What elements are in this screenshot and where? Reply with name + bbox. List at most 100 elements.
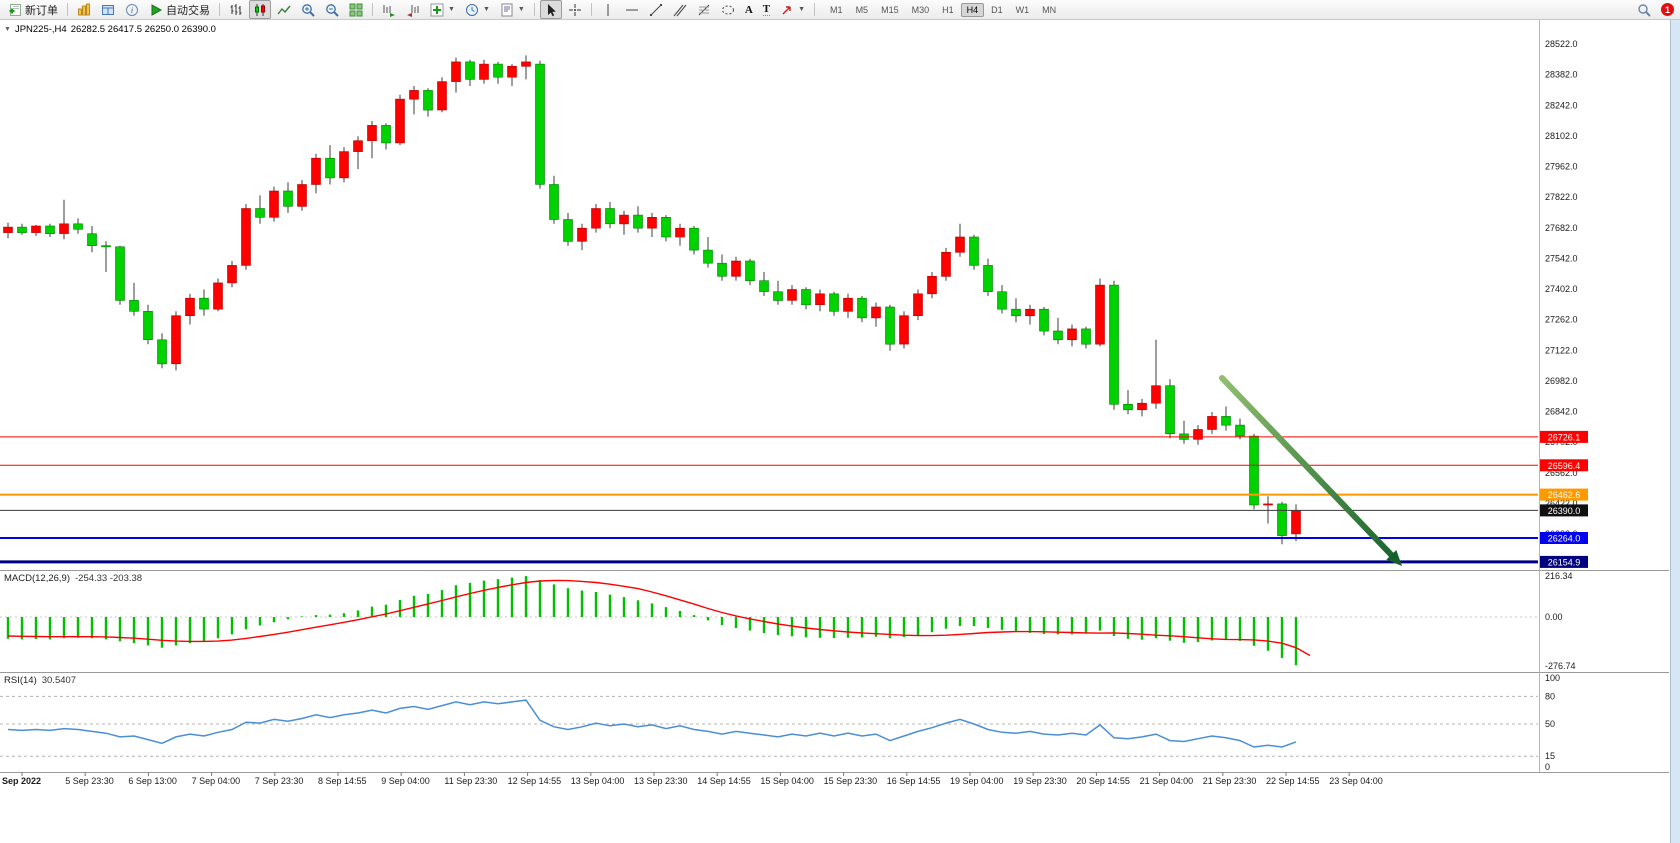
profiles-button[interactable]: [73, 0, 95, 19]
macd-panel[interactable]: [0, 571, 1538, 672]
bar-chart-icon: [230, 3, 242, 15]
time-axis: Sep 2022 5 Sep 23:30 6 Sep 13:00 7 Sep 04:0…: [2, 772, 1383, 786]
channel-tool-button[interactable]: [669, 0, 691, 19]
cursor-tool-button[interactable]: [539, 0, 562, 19]
horizontal-line-tool-button[interactable]: [621, 0, 643, 19]
vertical-line-icon: [607, 3, 609, 16]
time-axis-label: Sep 2022: [2, 776, 41, 786]
add-indicator-icon: [430, 3, 444, 16]
vertical-line-tool-button[interactable]: [597, 0, 619, 19]
timeframe-button-H1[interactable]: H1: [942, 4, 954, 15]
navigator-button[interactable]: i: [121, 0, 143, 19]
macd-histogram: [0, 576, 1538, 666]
svg-text:100: 100: [1545, 673, 1560, 683]
horizontal-line-objects[interactable]: 26726.1 26596.4 26462.6 26390.0 26264.0 26154…: [0, 430, 1588, 568]
trendline-icon: [649, 3, 662, 16]
svg-text:26154.9: 26154.9: [1548, 557, 1581, 567]
new-order-button[interactable]: 新订单: [4, 0, 62, 19]
arrowhead-icon: [1386, 550, 1402, 566]
zoom-in-button[interactable]: [297, 0, 319, 19]
rsi-panel[interactable]: [0, 673, 1538, 772]
ohlc-values: 26282.5 26417.5 26250.0 26390.0: [70, 24, 216, 35]
search-icon[interactable]: [1637, 3, 1651, 17]
horizontal-line-icon: [625, 9, 638, 10]
time-axis-label: 7 Sep 04:00: [192, 776, 241, 786]
timeframe-button-H4[interactable]: H4: [960, 2, 985, 17]
timeframe-button-M15[interactable]: M15: [881, 4, 899, 15]
chart-shift-icon: [407, 4, 419, 17]
time-axis-label: 14 Sep 14:55: [697, 776, 751, 786]
crosshair-tool-button[interactable]: [564, 0, 586, 19]
fibonacci-icon: [698, 4, 710, 15]
price-badge[interactable]: 26596.4: [1540, 459, 1588, 472]
time-axis-label: 22 Sep 14:55: [1266, 776, 1320, 786]
time-axis-label: 13 Sep 04:00: [571, 776, 625, 786]
svg-text:0: 0: [1545, 762, 1550, 772]
tile-windows-button[interactable]: [345, 0, 367, 19]
fibonacci-tool-button[interactable]: [693, 0, 715, 19]
svg-text:26422.0: 26422.0: [1545, 498, 1578, 508]
timeframe-button-M5[interactable]: M5: [855, 4, 869, 15]
text-label-tool-button[interactable]: T: [759, 0, 774, 19]
text-tool-button[interactable]: A: [741, 0, 757, 19]
time-axis-label: 7 Sep 23:30: [255, 776, 304, 786]
rsi-plot: 100 80 50 150: [0, 673, 1560, 772]
notification-badge[interactable]: 1: [1661, 3, 1674, 16]
price-badge[interactable]: 26264.0: [1540, 532, 1588, 544]
timeframe-button-W1[interactable]: W1: [1015, 4, 1030, 15]
timeframe-button-M1[interactable]: M1: [830, 4, 843, 15]
vertical-scrollbar[interactable]: [1670, 19, 1680, 843]
time-axis-label: 19 Sep 23:30: [1013, 776, 1067, 786]
trendline-tool-button[interactable]: [645, 0, 667, 19]
price-badge[interactable]: 26390.0: [1540, 504, 1588, 517]
price-badge[interactable]: 26462.6: [1540, 488, 1588, 501]
data-window-button[interactable]: [97, 0, 119, 19]
chart-symbol-header: ▼ JPN225-,H4 26282.5 26417.5 26250.0 263…: [4, 24, 216, 35]
chevron-down-icon: ▼: [798, 6, 806, 13]
bar-chart-mode-button[interactable]: [225, 0, 247, 19]
timeframe-button-M30[interactable]: M30: [911, 4, 930, 15]
shapes-tool-button[interactable]: [717, 0, 739, 19]
cursor-icon: [547, 3, 556, 16]
svg-text:27682.0: 27682.0: [1545, 223, 1578, 233]
auto-scroll-icon: [383, 4, 395, 17]
templates-button[interactable]: ▼: [496, 0, 529, 19]
collapse-caret-icon[interactable]: ▼: [4, 26, 11, 33]
trend-arrow-annotation[interactable]: [1219, 375, 1402, 566]
svg-text:27822.0: 27822.0: [1545, 192, 1578, 202]
timeframe-button-D1[interactable]: D1: [991, 4, 1003, 15]
candlestick-mode-button[interactable]: [249, 0, 271, 19]
rsi-params: RSI(14): [4, 675, 37, 686]
svg-text:28522.0: 28522.0: [1545, 39, 1578, 49]
svg-text:15: 15: [1545, 751, 1555, 761]
line-chart-icon: [277, 5, 291, 14]
periods-button[interactable]: ▼: [461, 0, 494, 19]
separator: [219, 3, 220, 16]
rsi-indicator-label: RSI(14) 30.5407: [4, 675, 76, 686]
timeframe-button-MN[interactable]: MN: [1042, 4, 1057, 15]
time-axis-label: 9 Sep 04:00: [381, 776, 430, 786]
indicators-button[interactable]: ▼: [426, 0, 459, 19]
zoom-out-button[interactable]: [321, 0, 343, 19]
svg-text:50: 50: [1545, 719, 1555, 729]
chart-shift-button[interactable]: [402, 0, 424, 19]
macd-values: -254.33 -203.38: [75, 573, 143, 584]
svg-text:i: i: [131, 6, 133, 15]
time-axis-label: 11 Sep 23:30: [444, 776, 497, 786]
line-chart-mode-button[interactable]: [273, 0, 295, 19]
macd-signal-line: [7, 579, 1311, 657]
price-badge[interactable]: 26726.1: [1540, 430, 1588, 443]
toolbar-right-group: 1: [1637, 0, 1674, 19]
svg-text:27962.0: 27962.0: [1545, 162, 1578, 172]
time-axis-label: 16 Sep 14:55: [887, 776, 941, 786]
price-badge[interactable]: 26154.9: [1540, 555, 1588, 568]
price-panel[interactable]: [0, 19, 1538, 570]
arrows-tool-button[interactable]: ▼: [776, 0, 809, 19]
autotrade-button[interactable]: 自动交易: [145, 0, 214, 19]
crosshair-icon: [568, 3, 581, 16]
separator: [372, 3, 373, 16]
panel-separators[interactable]: [0, 19, 1669, 773]
auto-scroll-button[interactable]: [378, 0, 400, 19]
text-label-icon: T: [762, 3, 771, 16]
